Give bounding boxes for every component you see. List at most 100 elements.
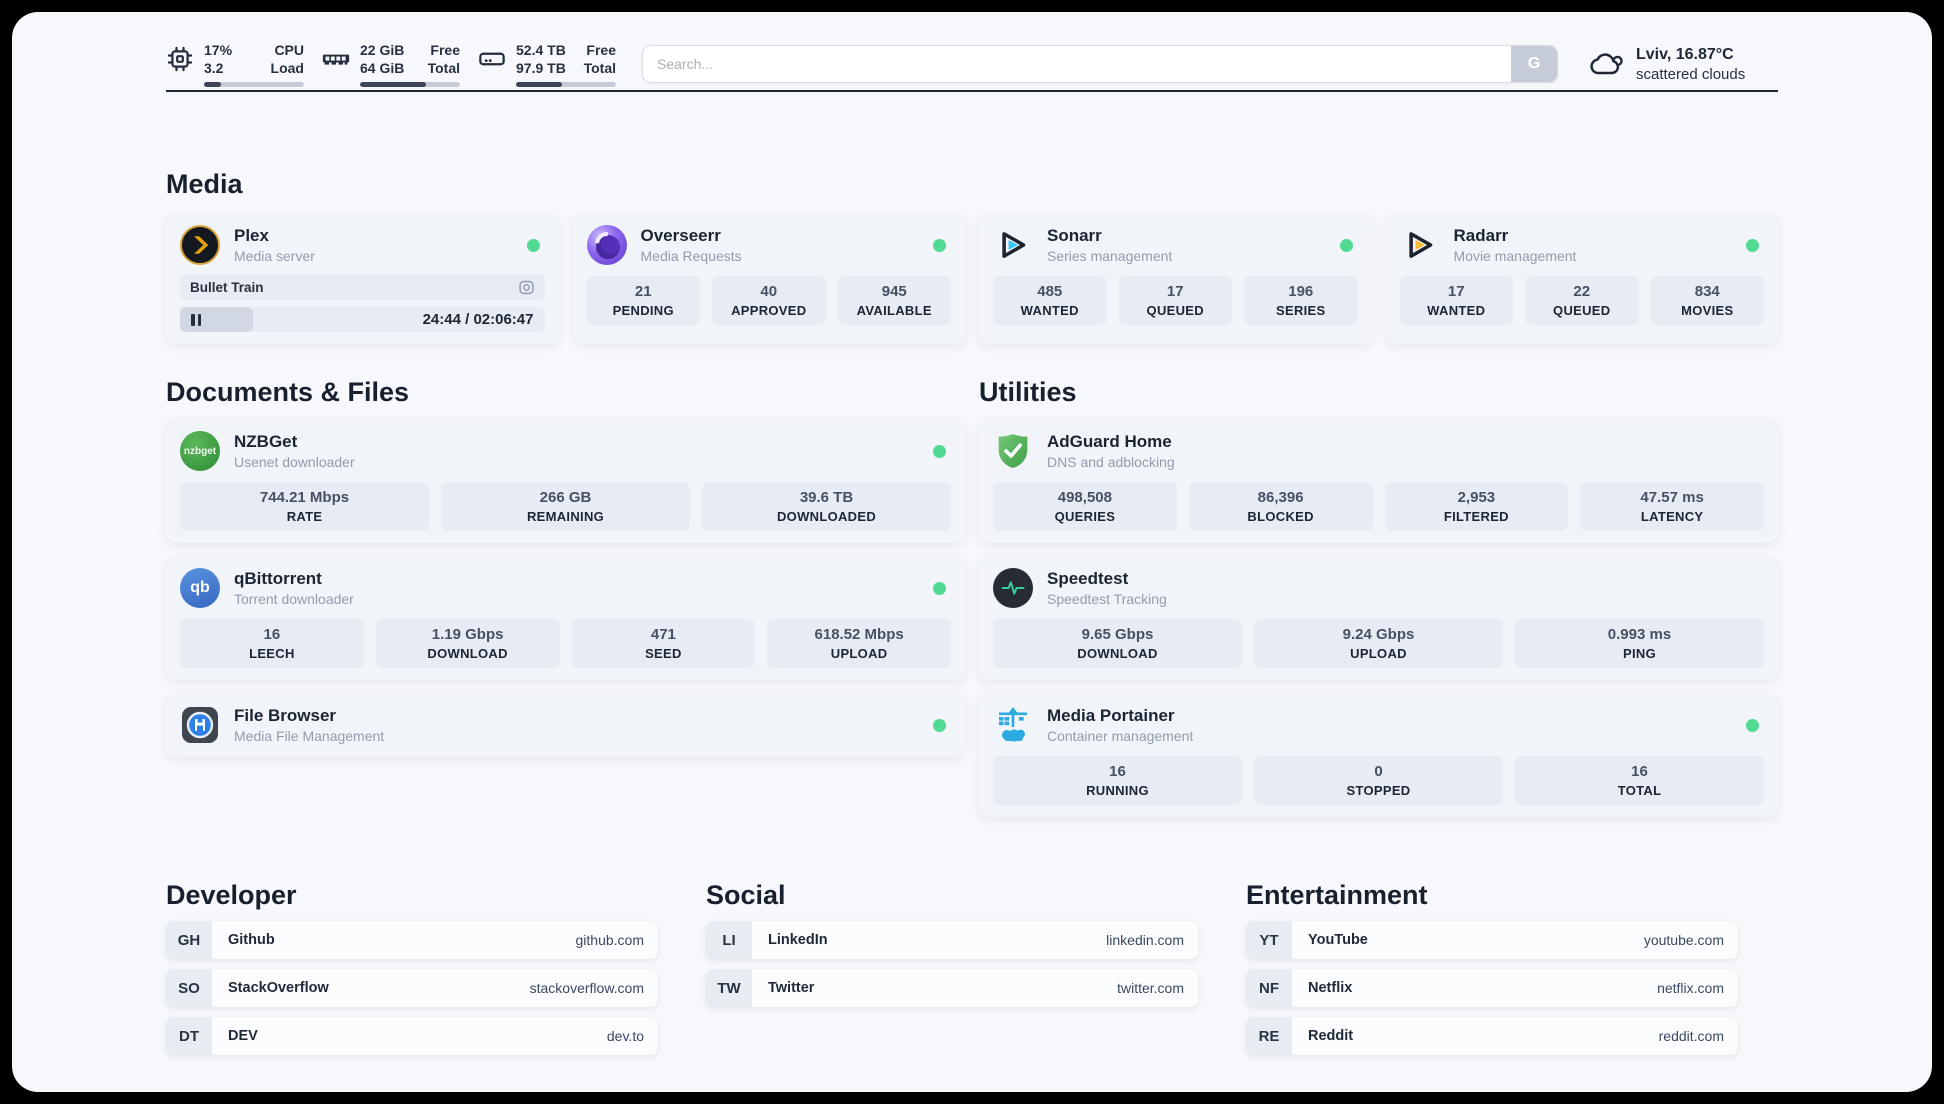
stat-tile: 498,508 QUERIES [993,482,1177,531]
stat-value: 39.6 TB [799,489,854,506]
stat-value: 9.65 Gbps [1081,626,1154,643]
link-url: twitter.com [1117,980,1184,996]
stat-label: UPLOAD [830,646,888,661]
filebrowser-status-dot [933,718,946,732]
stat-value: 485 [1037,283,1063,300]
weather-location-temp: Lviv, 16.87°C [1636,45,1734,63]
qbittorrent-icon-text: qb [190,579,210,596]
stat-label: RATE [286,509,323,524]
cloud-icon [1590,53,1623,75]
stat-value: 22 [1573,283,1591,300]
stat-tile: 0.993 ms PING [1515,619,1764,668]
stat-value: 47.57 ms [1640,489,1704,506]
disk-progress-track [516,82,616,87]
link-reddit[interactable]: RE Reddit reddit.com [1246,1017,1738,1055]
link-linkedin[interactable]: LI LinkedIn linkedin.com [706,921,1198,959]
youtube-abbr: YT [1246,921,1292,959]
stat-label: PING [1623,646,1656,661]
cpu-label: CPU [274,42,304,58]
link-url: github.com [575,932,644,948]
speedtest-description: Speedtest Tracking [1047,591,1167,607]
stat-tile: 1.19 Gbps DOWNLOAD [375,619,560,668]
sonarr-card[interactable]: Sonarr Series management 485 WANTED 17 QUE… [979,214,1372,344]
cpu-load-label: Load [270,60,304,76]
nzbget-icon: nzbget [180,431,220,471]
disk-icon [479,52,505,66]
overseerr-description: Media Requests [640,248,742,264]
stat-tile: 834 MOVIES [1650,276,1764,325]
nzbget-icon-text: nzbget [183,445,217,457]
memory-stat: 22 GiB Free 64 GiB Total [322,41,460,87]
link-dev[interactable]: DT DEV dev.to [166,1017,658,1055]
radarr-status-dot [1746,238,1759,252]
pause-icon[interactable] [191,313,201,326]
linkedin-abbr: LI [706,921,752,959]
stat-label: SEED [645,646,682,661]
stat-label: FILTERED [1443,509,1509,524]
qbittorrent-card[interactable]: qb qBittorrent Torrent downloader 16 LEEC… [166,557,965,680]
plex-playback-progress: 24:44 / 02:06:47 [180,307,545,332]
search-input[interactable] [642,45,1558,83]
link-netflix[interactable]: NF Netflix netflix.com [1246,969,1738,1007]
weather-condition: scattered clouds [1636,65,1746,83]
filebrowser-card[interactable]: File Browser Media File Management [166,694,965,757]
developer-section: Developer GH Github github.com SO StackO… [166,879,658,1065]
stat-label: AVAILABLE [856,303,932,318]
stat-label: WANTED [1020,303,1079,318]
playback-time: 24:44 / 02:06:47 [422,311,534,328]
stat-label: APPROVED [731,303,807,318]
cpu-progress-fill [204,82,221,87]
stat-value: 618.52 Mbps [814,626,904,643]
stat-tile: 2,953 FILTERED [1384,482,1569,531]
stat-value: 9.24 Gbps [1342,626,1415,643]
sonarr-icon [993,225,1033,265]
stat-tile: 485 WANTED [993,276,1107,325]
disk-stat: 52.4 TB Free 97.9 TB Total [478,41,616,87]
stat-value: 498,508 [1057,489,1112,506]
search-bar: G [642,45,1558,83]
adguard-card[interactable]: AdGuard Home DNS and adblocking 498,508 Q… [979,420,1778,543]
link-twitter[interactable]: TW Twitter twitter.com [706,969,1198,1007]
radarr-card[interactable]: Radarr Movie management 17 WANTED 22 QUEUE… [1385,214,1778,344]
link-stackoverflow[interactable]: SO StackOverflow stackoverflow.com [166,969,658,1007]
stat-value: 266 GB [539,489,592,506]
cpu-stat: 17% CPU 3.2 Load [166,41,304,87]
memory-total-value: 64 GiB [360,60,405,76]
stat-value: 834 [1694,283,1720,300]
link-url: stackoverflow.com [529,980,644,996]
nzbget-card[interactable]: nzbget NZBGet Usenet downloader 744.21 M… [166,420,965,543]
weather-widget[interactable]: Lviv, 16.87°C scattered clouds [1588,45,1778,84]
stat-label: BLOCKED [1247,509,1314,524]
stat-label: QUEUED [1553,303,1611,318]
link-name: Netflix [1308,980,1353,996]
portainer-card[interactable]: Media Portainer Container management 16 R… [979,694,1778,817]
stat-tile: 744.21 Mbps RATE [180,482,429,531]
overseerr-card[interactable]: Overseerr Media Requests 21 PENDING 40 APP… [572,214,965,344]
memory-free-label: Free [430,42,460,58]
link-youtube[interactable]: YT YouTube youtube.com [1246,921,1738,959]
github-abbr: GH [166,921,212,959]
adguard-name: AdGuard Home [1047,432,1172,451]
stat-tile: 17 QUEUED [1118,276,1232,325]
link-url: netflix.com [1657,980,1724,996]
session-screen-icon[interactable] [518,279,535,296]
speedtest-card[interactable]: Speedtest Speedtest Tracking 9.65 Gbps DO… [979,557,1778,680]
search-engine-button[interactable]: G [1511,46,1557,82]
stat-label: STOPPED [1346,783,1411,798]
stat-value: 744.21 Mbps [259,489,350,506]
filebrowser-icon [180,705,220,745]
portainer-crane-icon [993,705,1033,745]
link-github[interactable]: GH Github github.com [166,921,658,959]
stat-label: PENDING [612,303,674,318]
stat-value: 86,396 [1257,489,1304,506]
stat-tile: 266 GB REMAINING [441,482,690,531]
plex-card[interactable]: Plex Media server Bullet Train 24:44 / 0… [166,214,559,344]
stat-value: 1.19 Gbps [431,626,504,643]
entertainment-section: Entertainment YT YouTube youtube.com NF … [1246,879,1738,1065]
stat-value: 17 [1447,283,1465,300]
stat-tile: 196 SERIES [1244,276,1358,325]
stat-label: UPLOAD [1350,646,1407,661]
stat-label: QUEUED [1146,303,1204,318]
overseerr-status-dot [933,238,946,252]
filebrowser-name: File Browser [234,706,337,725]
